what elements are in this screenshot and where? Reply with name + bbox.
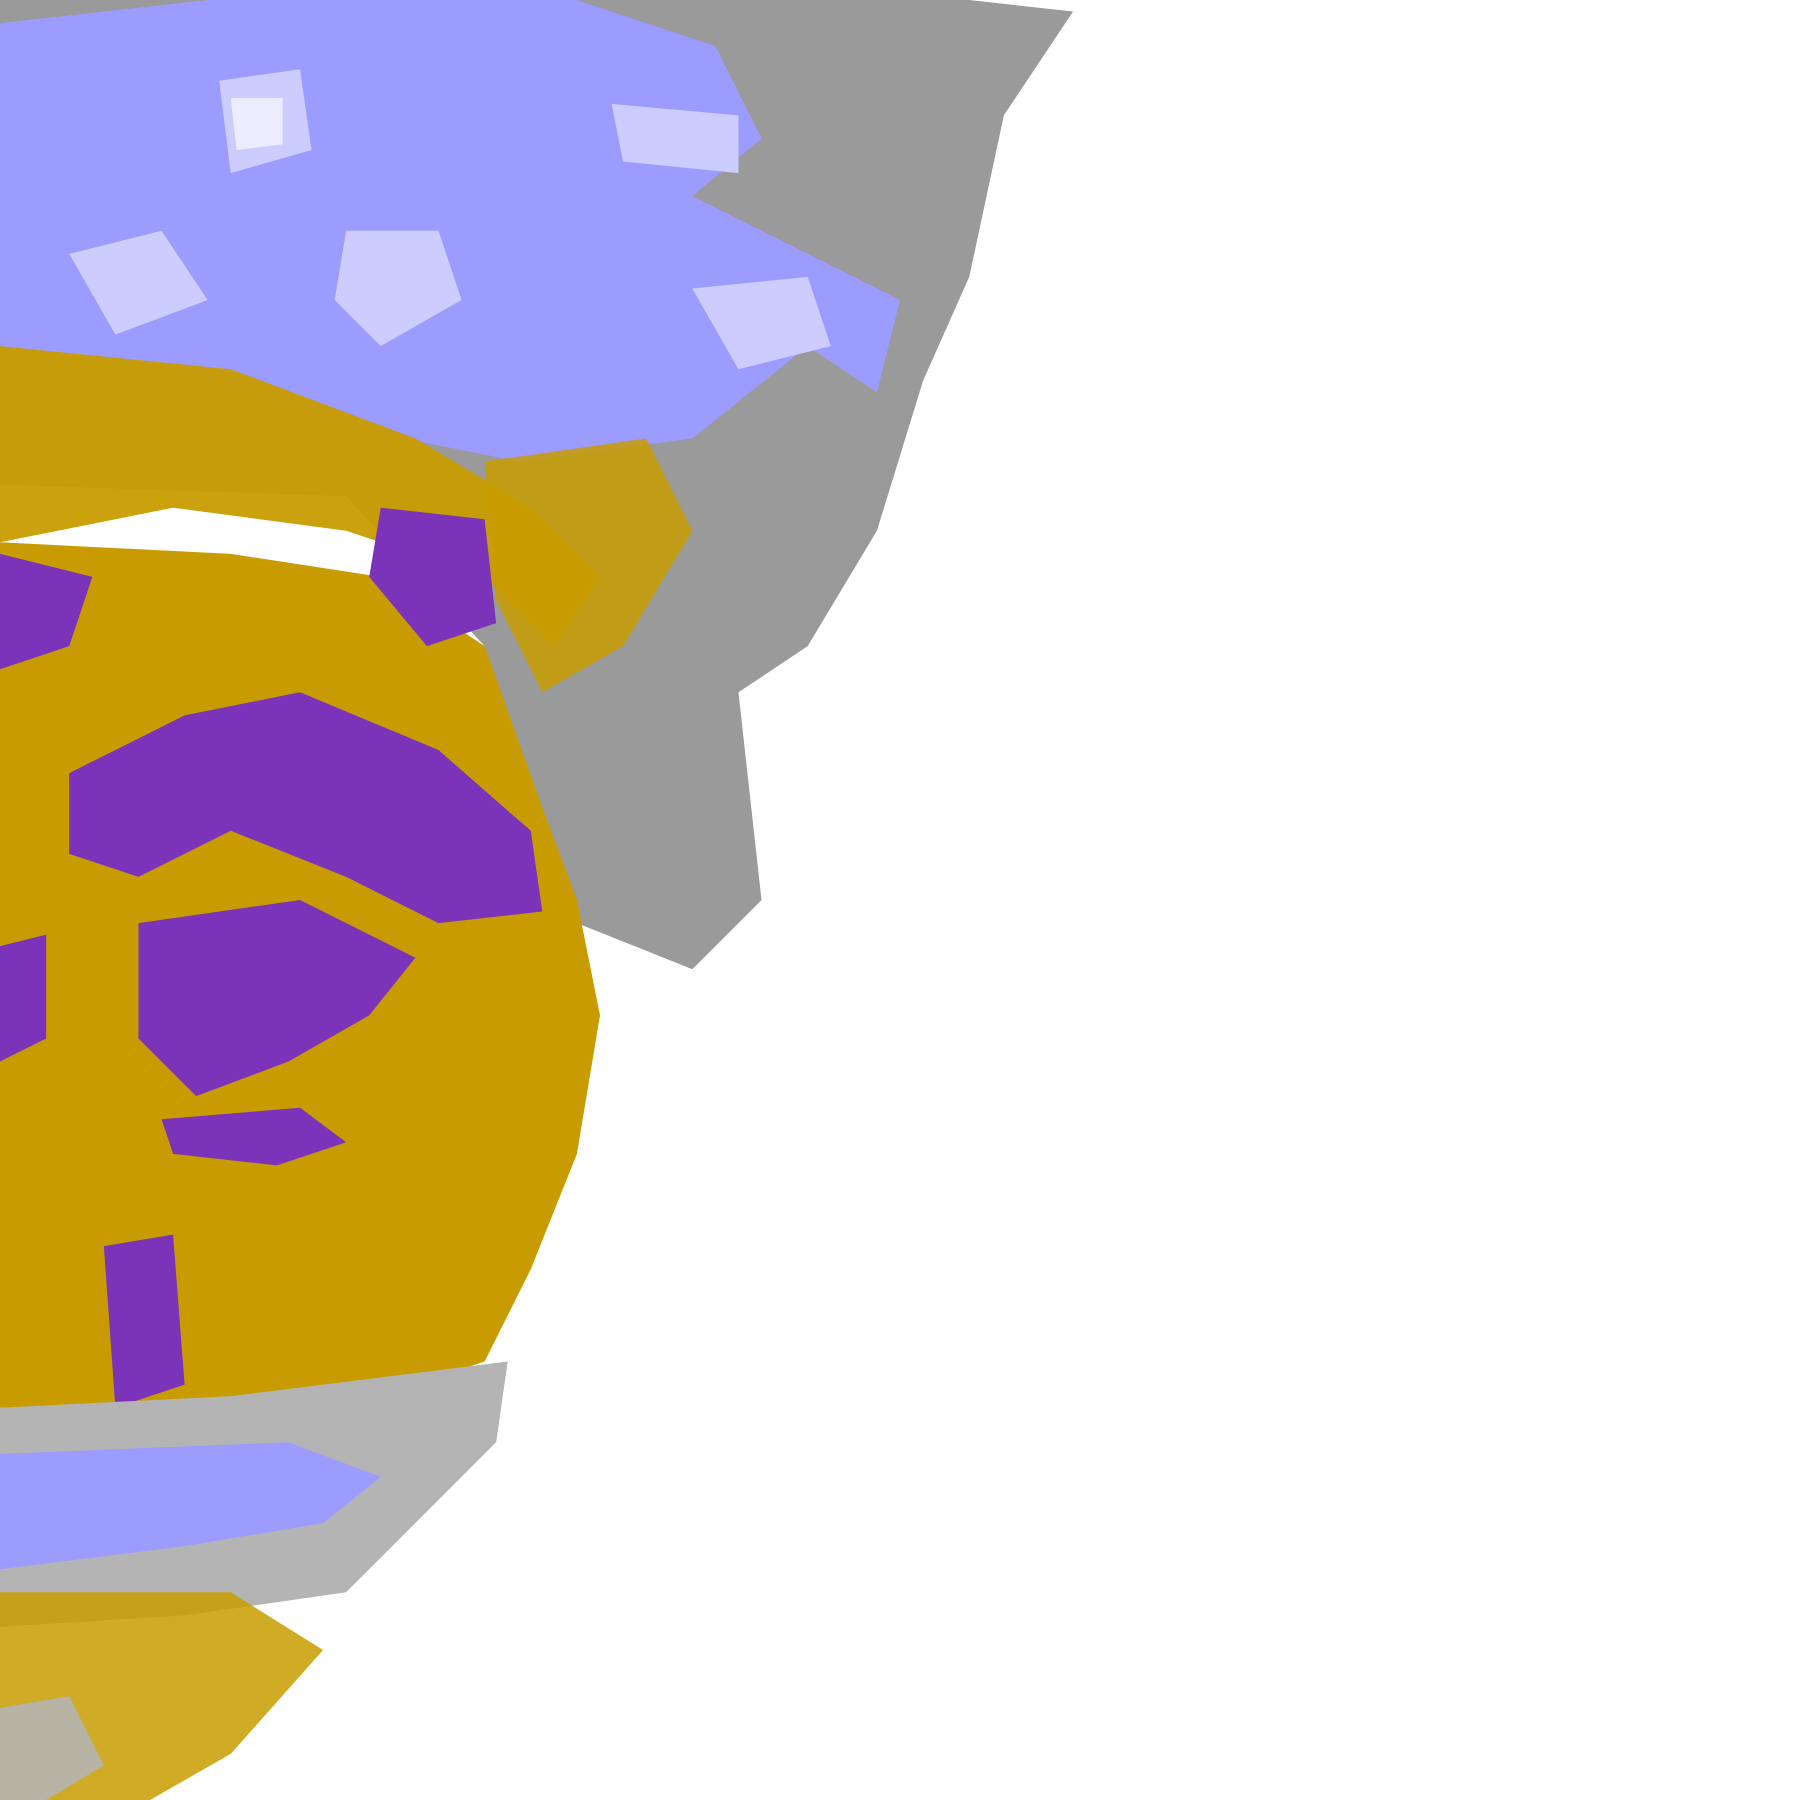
cloud-purple-region <box>103 1234 185 1408</box>
cloud-lavender-region <box>334 230 462 347</box>
cloud-purple-region <box>161 1107 347 1166</box>
cloud-purple-region <box>369 507 497 647</box>
cloud-purple-region <box>69 692 543 924</box>
cloud-lavender-region <box>69 230 208 335</box>
cloud-purple-region <box>0 934 47 1062</box>
cloud-purple-region <box>0 553 93 670</box>
cloud-gold-region <box>484 438 693 693</box>
cloud-purple-region <box>138 900 416 1097</box>
cloud-blue-region <box>0 1442 381 1570</box>
cloud-light-gray-region <box>0 1696 104 1800</box>
cloud-gold-region <box>0 346 600 647</box>
cloud-lavender-region <box>611 103 739 174</box>
cloud-lavender-region <box>692 276 831 370</box>
cloud-pale-region <box>230 98 283 150</box>
